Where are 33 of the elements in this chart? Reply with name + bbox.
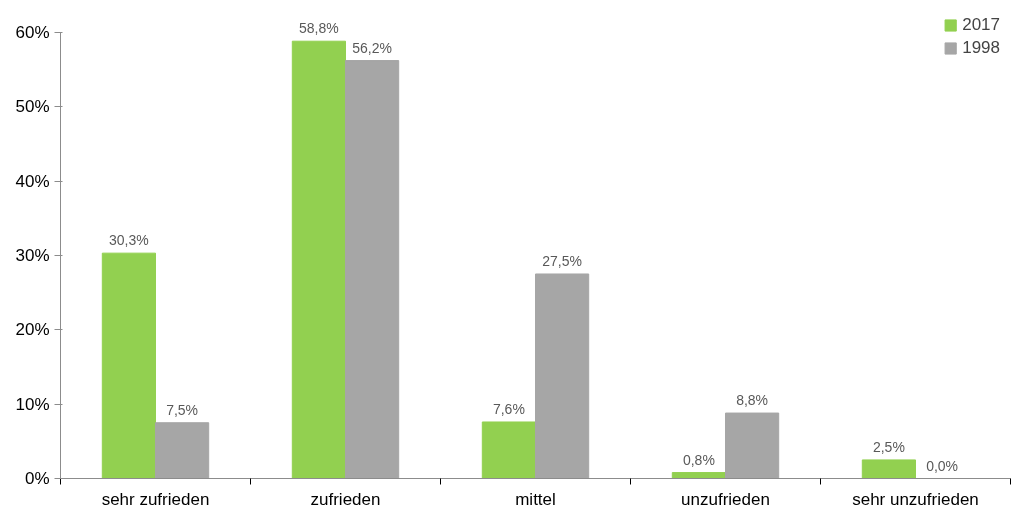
data-label: 7,5% — [166, 401, 199, 418]
legend-label: 1998 — [962, 38, 1000, 58]
data-label: 0,8% — [682, 451, 715, 468]
data-label: 56,2% — [352, 39, 392, 56]
x-tick-label: unzufrieden — [681, 489, 770, 509]
bar — [345, 60, 400, 479]
bar — [725, 412, 780, 479]
bar — [535, 273, 590, 479]
bar — [861, 459, 916, 479]
bar — [291, 40, 346, 479]
y-tick-label: 50% — [15, 97, 50, 117]
bar — [481, 421, 536, 479]
data-label: 0,0% — [926, 457, 959, 474]
x-tick-label: zufrieden — [310, 489, 381, 509]
x-tick-label: sehr unzufrieden — [852, 489, 979, 509]
y-tick-label: 60% — [15, 22, 50, 42]
bar — [671, 472, 726, 479]
data-label: 58,8% — [299, 20, 339, 37]
y-tick-label: 0% — [24, 469, 50, 488]
legend-label: 2017 — [962, 15, 1000, 35]
y-tick-label: 20% — [15, 320, 50, 340]
x-tick-label: mittel — [515, 489, 556, 509]
x-tick-label: sehr zufrieden — [101, 489, 210, 509]
y-tick-label: 10% — [15, 394, 50, 414]
data-label: 2,5% — [872, 438, 905, 455]
bar — [101, 252, 156, 479]
data-label: 30,3% — [109, 232, 149, 249]
data-label: 8,8% — [736, 392, 769, 409]
data-label: 27,5% — [542, 252, 582, 269]
bar — [155, 422, 210, 479]
y-tick-label: 30% — [15, 245, 50, 265]
data-label: 7,6% — [492, 400, 525, 417]
y-tick-label: 40% — [15, 171, 50, 191]
